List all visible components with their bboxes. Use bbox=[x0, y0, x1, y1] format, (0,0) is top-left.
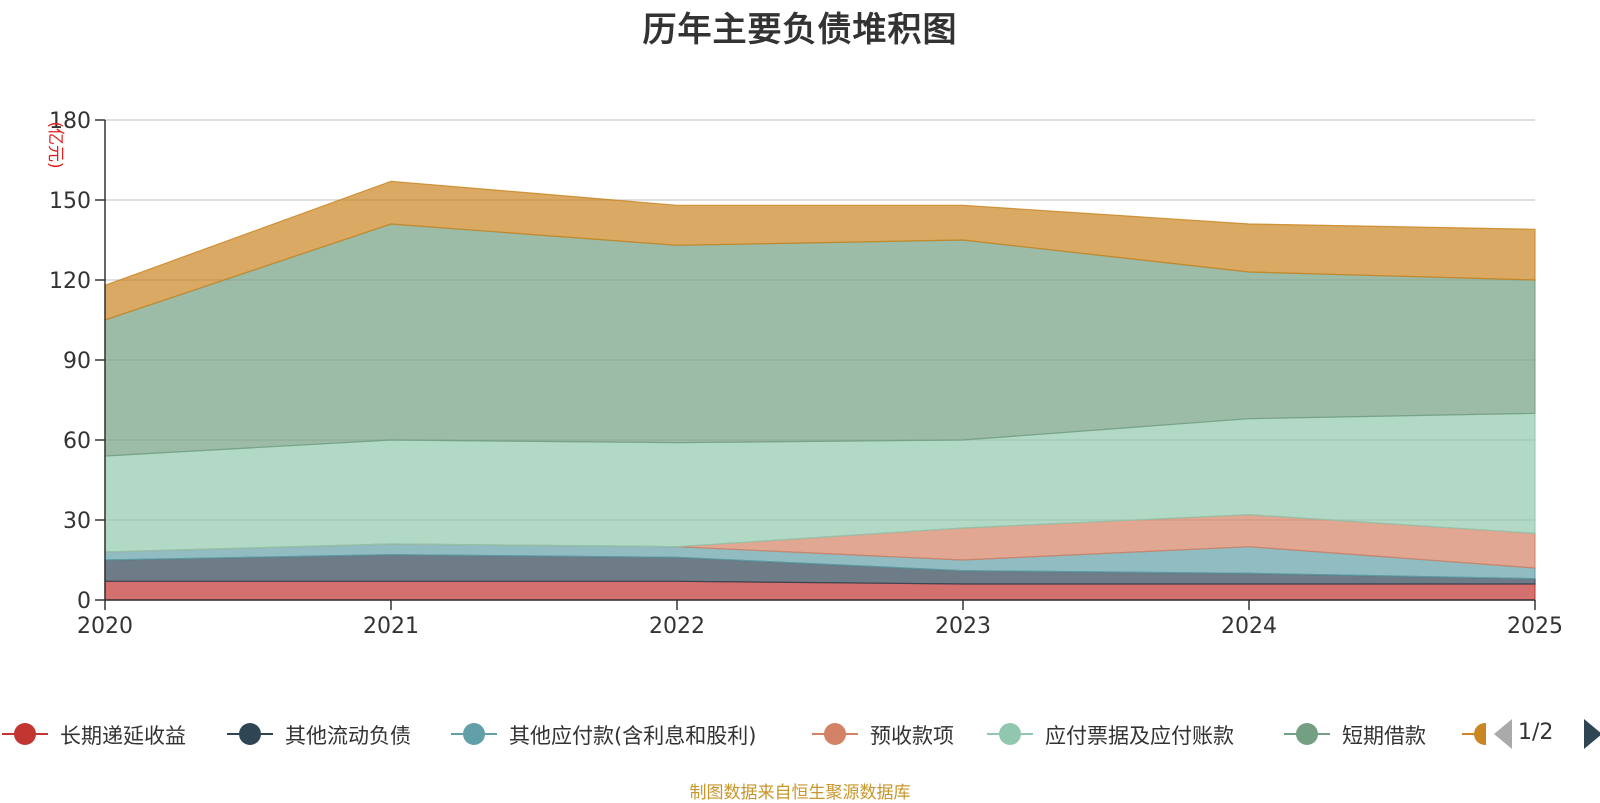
x-tick-label: 2023 bbox=[935, 614, 991, 639]
legend-label: 应付票据及应付账款 bbox=[1045, 724, 1234, 748]
legend-page-indicator: 1/2 bbox=[1518, 720, 1554, 745]
legend-marker-icon bbox=[1284, 723, 1330, 745]
y-tick-label: 90 bbox=[63, 349, 91, 374]
x-tick-label: 2020 bbox=[77, 614, 133, 639]
x-tick-label: 2021 bbox=[363, 614, 419, 639]
y-tick-label: 60 bbox=[63, 429, 91, 454]
legend-marker-icon bbox=[227, 723, 273, 745]
legend-marker-icon bbox=[1462, 723, 1486, 745]
legend-label: 预收款项 bbox=[870, 724, 954, 748]
y-tick-label: 120 bbox=[49, 269, 91, 294]
x-tick-label: 2024 bbox=[1221, 614, 1277, 639]
chart-title: 历年主要负债堆积图 bbox=[642, 10, 958, 50]
y-tick-label: 0 bbox=[77, 589, 91, 614]
legend-label: 短期借款 bbox=[1342, 724, 1426, 748]
legend-pager: 1/2 bbox=[1490, 714, 1600, 754]
x-tick-label: 2025 bbox=[1507, 614, 1563, 639]
y-tick-label: 30 bbox=[63, 509, 91, 534]
legend-marker-icon bbox=[812, 723, 858, 745]
legend-label: 其他流动负债 bbox=[285, 724, 411, 748]
source-note: 制图数据来自恒生聚源数据库 bbox=[689, 783, 911, 803]
x-tick-label: 2022 bbox=[649, 614, 705, 639]
legend-label: 其他应付款(含利息和股利) bbox=[509, 724, 757, 748]
legend-label: 长期递延收益 bbox=[60, 724, 186, 748]
area-series-6[interactable] bbox=[104, 180, 1536, 321]
legend-next-page-icon[interactable] bbox=[1580, 717, 1600, 751]
axes: 0 30 60 90 120 150 180 2020 2021 2022 2023 2024 2025 bbox=[49, 109, 1563, 639]
y-tick-label: 150 bbox=[49, 189, 91, 214]
legend-prev-page-icon[interactable] bbox=[1490, 717, 1516, 751]
stacked-areas bbox=[104, 180, 1536, 601]
legend: 长期递延收益 其他流动负债 其他应付款(含利息和股利) 预收款项 应付票据及应付账款 短期… bbox=[0, 714, 1600, 754]
legend-marker-icon bbox=[2, 723, 48, 745]
y-axis-unit-label: (亿元) bbox=[45, 121, 65, 168]
y-tick-label: 180 bbox=[49, 109, 91, 134]
legend-marker-icon bbox=[451, 723, 497, 745]
legend-item[interactable] bbox=[1460, 714, 1486, 754]
legend-marker-icon bbox=[987, 723, 1033, 745]
